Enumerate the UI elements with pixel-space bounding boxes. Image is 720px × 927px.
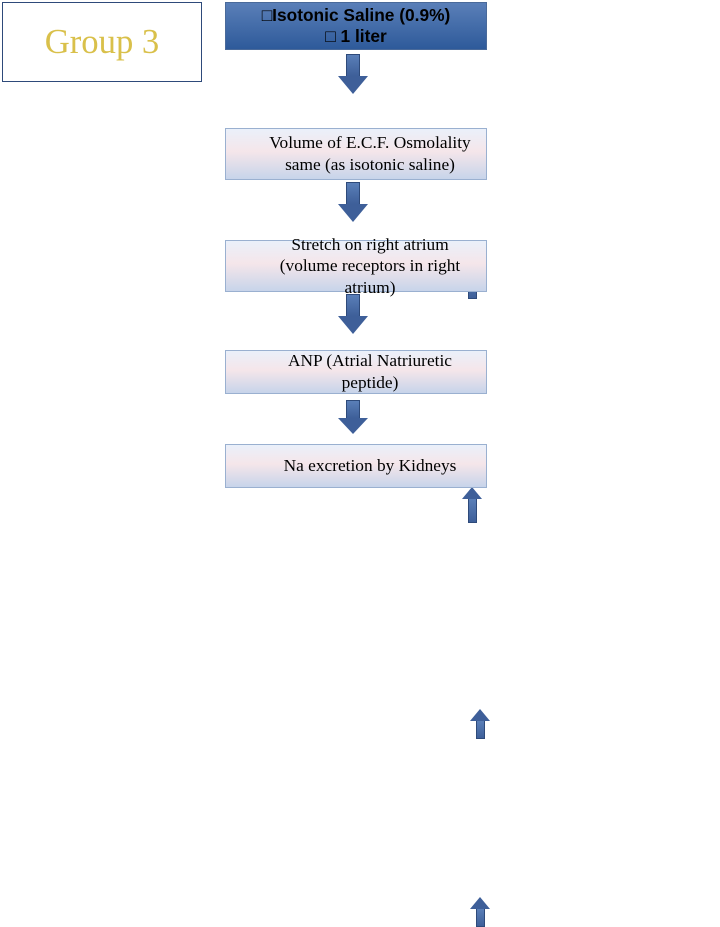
arrow-stem xyxy=(468,499,477,523)
group-title-text: Group 3 xyxy=(45,23,160,62)
arrow-stem xyxy=(476,721,485,739)
down-arrow-2 xyxy=(338,182,368,222)
arrow-head-icon xyxy=(338,418,368,434)
step-box-3: ANP (Atrial Natriuretic peptide) xyxy=(225,350,487,394)
arrow-head-icon xyxy=(470,709,490,721)
group-title-box: Group 3 xyxy=(2,2,202,82)
arrow-stem xyxy=(476,909,485,927)
header-line-1: □Isotonic Saline (0.9%) xyxy=(262,5,451,26)
down-arrow-3 xyxy=(338,294,368,334)
step-text-4: Na excretion by Kidneys xyxy=(256,455,457,477)
up-arrow-icon xyxy=(462,487,482,523)
arrow-head-icon xyxy=(462,487,482,499)
header-line-2: □ 1 liter xyxy=(325,26,387,47)
arrow-stem xyxy=(346,182,360,204)
arrow-stem xyxy=(346,54,360,76)
arrow-head-icon xyxy=(338,204,368,222)
step-box-1: Volume of E.C.F. Osmolality same (as iso… xyxy=(225,128,487,180)
diagram-canvas: Group 3 □Isotonic Saline (0.9%) □ 1 lite… xyxy=(0,0,720,540)
arrow-head-icon xyxy=(470,897,490,909)
step-text-3: ANP (Atrial Natriuretic peptide) xyxy=(234,350,478,393)
down-arrow-1 xyxy=(338,54,368,94)
step-box-2: Stretch on right atrium (volume receptor… xyxy=(225,240,487,292)
arrow-head-icon xyxy=(338,76,368,94)
step-text-2: Stretch on right atrium (volume receptor… xyxy=(234,234,478,299)
up-arrow-icon xyxy=(470,897,490,927)
up-arrow-icon xyxy=(470,709,490,739)
header-box: □Isotonic Saline (0.9%) □ 1 liter xyxy=(225,2,487,50)
arrow-head-icon xyxy=(338,316,368,334)
step-box-4: Na excretion by Kidneys xyxy=(225,444,487,488)
down-arrow-4 xyxy=(338,400,368,434)
step-text-1: Volume of E.C.F. Osmolality same (as iso… xyxy=(234,132,478,175)
arrow-stem xyxy=(346,400,360,418)
